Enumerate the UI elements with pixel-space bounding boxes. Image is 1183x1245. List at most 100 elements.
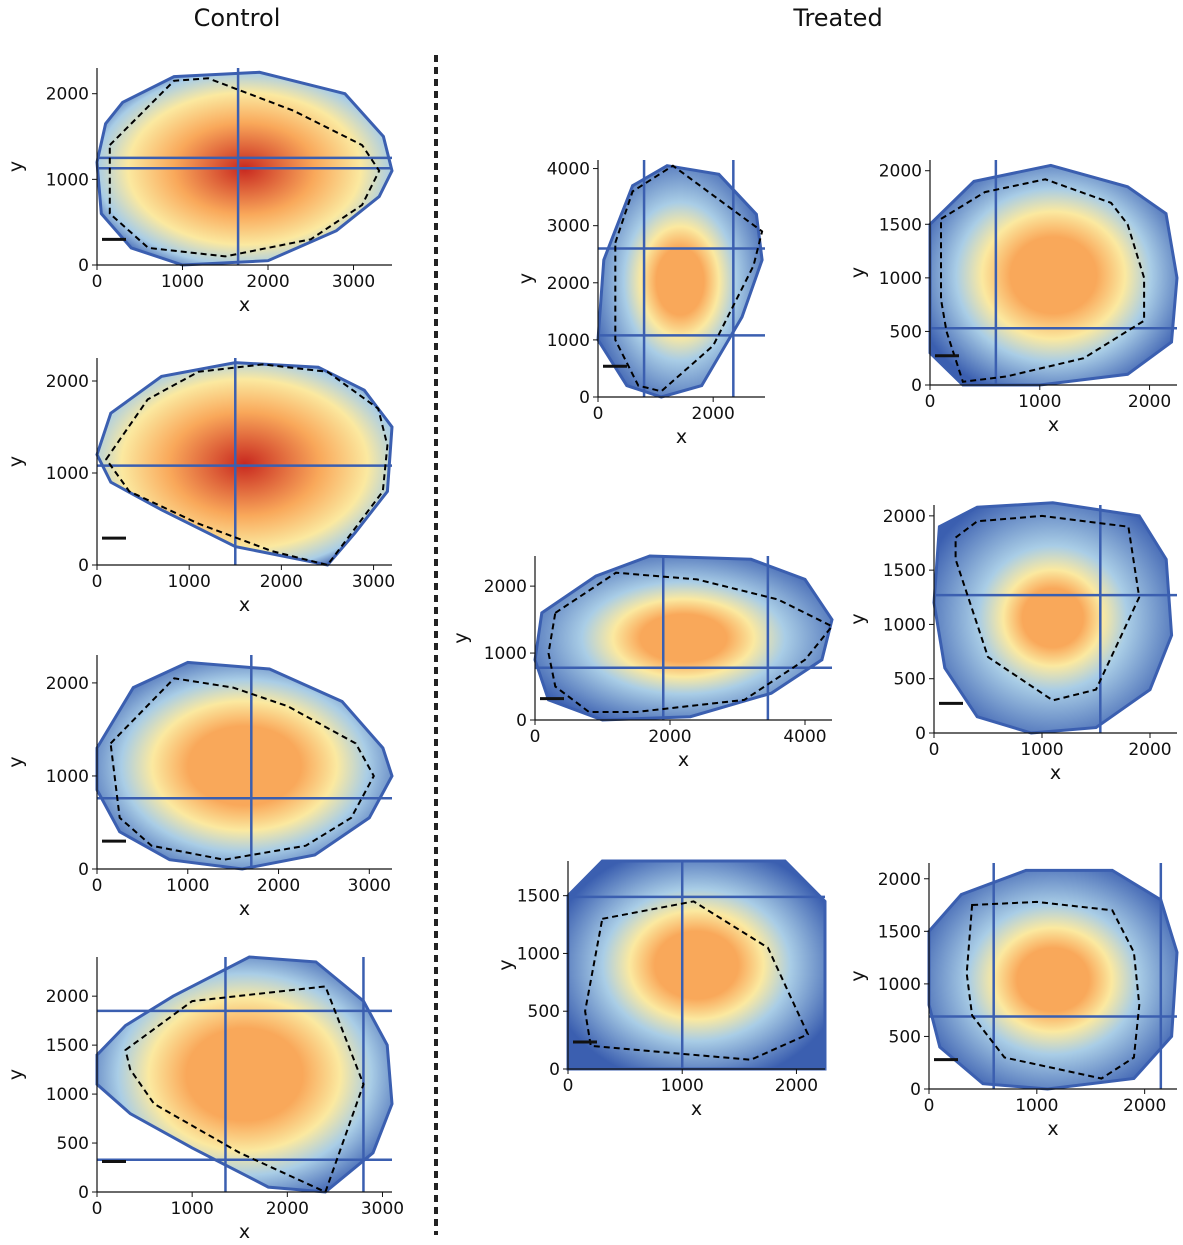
- x-tick-label: 0: [92, 572, 103, 592]
- y-axis-label: y: [5, 456, 27, 467]
- y-tick-label: 0: [549, 1060, 560, 1080]
- y-tick-label: 0: [910, 1080, 921, 1100]
- y-tick-label: 2000: [46, 85, 89, 105]
- x-tick-label: 0: [92, 876, 103, 896]
- x-tick-label: 2000: [1123, 1096, 1166, 1116]
- x-tick-label: 2000: [246, 272, 289, 292]
- x-tick-label: 2000: [257, 876, 300, 896]
- x-axis-label: x: [1047, 1118, 1058, 1140]
- y-tick-label: 3000: [547, 217, 590, 237]
- chart-control-2: 0 1000 2000 3000 0 1000 2000 x y: [5, 358, 395, 616]
- y-tick-label: 2000: [46, 987, 89, 1007]
- y-tick-label: 500: [889, 1027, 921, 1047]
- x-axis-label: x: [239, 294, 250, 316]
- y-axis-label: y: [5, 1069, 27, 1080]
- y-tick-label: 1500: [517, 887, 560, 907]
- y-tick-label: 1000: [878, 975, 921, 995]
- roi-outline: [104, 363, 389, 567]
- control-title: Control: [193, 4, 281, 32]
- roi-outline: [965, 900, 1141, 1080]
- x-tick-label: 0: [530, 727, 541, 747]
- y-tick-label: 0: [915, 724, 926, 744]
- x-axis-label: x: [239, 594, 250, 616]
- y-tick-label: 1000: [46, 1085, 89, 1105]
- y-tick-label: 0: [78, 556, 89, 576]
- chart-treated-5: 0 1000 2000 0 500 1000 1500 x y: [495, 859, 827, 1120]
- x-tick-label: 2000: [1128, 740, 1171, 760]
- x-tick-label: 1000: [161, 272, 204, 292]
- y-tick-label: 500: [890, 322, 922, 342]
- y-axis-label: y: [847, 267, 869, 278]
- x-axis-label: x: [691, 1098, 702, 1120]
- y-tick-label: 0: [579, 388, 590, 408]
- x-tick-label: 0: [929, 740, 940, 760]
- tissue-heatmap: [932, 501, 1174, 735]
- y-tick-label: 2000: [879, 162, 922, 182]
- x-tick-label: 0: [563, 1076, 574, 1096]
- roi-outline: [108, 77, 381, 258]
- x-axis-label: x: [676, 426, 687, 448]
- x-tick-label: 2000: [648, 727, 691, 747]
- y-tick-label: 2000: [46, 372, 89, 392]
- chart-treated-2: 0 1000 2000 0 500 1000 1500 2000 x y: [847, 160, 1179, 436]
- x-tick-label: 1000: [171, 1199, 214, 1219]
- x-tick-label: 2000: [266, 1199, 309, 1219]
- y-axis-label: y: [847, 970, 869, 981]
- chart-control-3: 0 1000 2000 3000 0 1000 2000 x y: [5, 655, 394, 920]
- chart-treated-4: 0 1000 2000 0 500 1000 1500 2000 x y: [847, 501, 1177, 784]
- y-tick-label: 2000: [484, 577, 527, 597]
- x-tick-label: 3000: [361, 1199, 404, 1219]
- tissue-heatmap: [596, 164, 764, 399]
- y-axis-label: y: [847, 613, 869, 624]
- x-tick-label: 1000: [661, 1076, 704, 1096]
- y-tick-label: 0: [516, 711, 527, 731]
- x-tick-label: 1000: [1020, 740, 1063, 760]
- x-tick-label: 1000: [1015, 1096, 1058, 1116]
- x-tick-label: 0: [92, 272, 103, 292]
- y-tick-label: 500: [528, 1002, 560, 1022]
- y-tick-label: 1000: [484, 644, 527, 664]
- y-tick-label: 1500: [46, 1036, 89, 1056]
- x-tick-label: 1000: [166, 876, 209, 896]
- chart-treated-6: 0 1000 2000 0 500 1000 1500 2000 x y: [847, 863, 1179, 1140]
- tissue-heatmap: [95, 660, 394, 871]
- y-tick-label: 2000: [46, 674, 89, 694]
- y-tick-label: 1000: [547, 331, 590, 351]
- y-tick-label: 2000: [883, 507, 926, 527]
- y-tick-label: 2000: [547, 274, 590, 294]
- y-axis-label: y: [450, 632, 472, 643]
- tissue-heatmap: [566, 859, 827, 1071]
- y-tick-label: 0: [78, 256, 89, 276]
- x-tick-label: 2000: [775, 1076, 818, 1096]
- y-tick-label: 2000: [878, 870, 921, 890]
- roi-outline: [547, 571, 834, 713]
- chart-control-4: 0 1000 2000 3000 0 500 1000 1500 2000 x y: [5, 955, 404, 1243]
- y-tick-label: 500: [894, 670, 926, 690]
- y-tick-label: 500: [57, 1134, 89, 1154]
- y-tick-label: 1500: [879, 215, 922, 235]
- y-tick-label: 1000: [46, 464, 89, 484]
- y-axis-label: y: [5, 161, 27, 172]
- tissue-heatmap: [95, 955, 394, 1194]
- roi-outline: [614, 164, 764, 393]
- y-tick-label: 1000: [883, 615, 926, 635]
- x-tick-label: 2000: [1128, 392, 1171, 412]
- y-tick-label: 1000: [517, 944, 560, 964]
- x-tick-label: 3000: [332, 272, 375, 292]
- y-tick-label: 1000: [46, 170, 89, 190]
- x-axis-label: x: [678, 749, 689, 771]
- tissue-heatmap: [928, 163, 1179, 387]
- x-axis-label: x: [239, 1221, 250, 1243]
- y-tick-label: 0: [78, 1183, 89, 1203]
- chart-treated-1: 0 2000 0 1000 2000 3000 4000 x y: [515, 160, 765, 448]
- x-axis-label: x: [1048, 414, 1059, 436]
- y-axis-label: y: [515, 273, 537, 284]
- y-tick-label: 1500: [878, 922, 921, 942]
- x-tick-label: 2000: [260, 572, 303, 592]
- x-tick-label: 0: [924, 1096, 935, 1116]
- roi-outline: [954, 514, 1141, 702]
- y-axis-label: y: [5, 756, 27, 767]
- x-tick-label: 0: [925, 392, 936, 412]
- y-tick-label: 1000: [46, 767, 89, 787]
